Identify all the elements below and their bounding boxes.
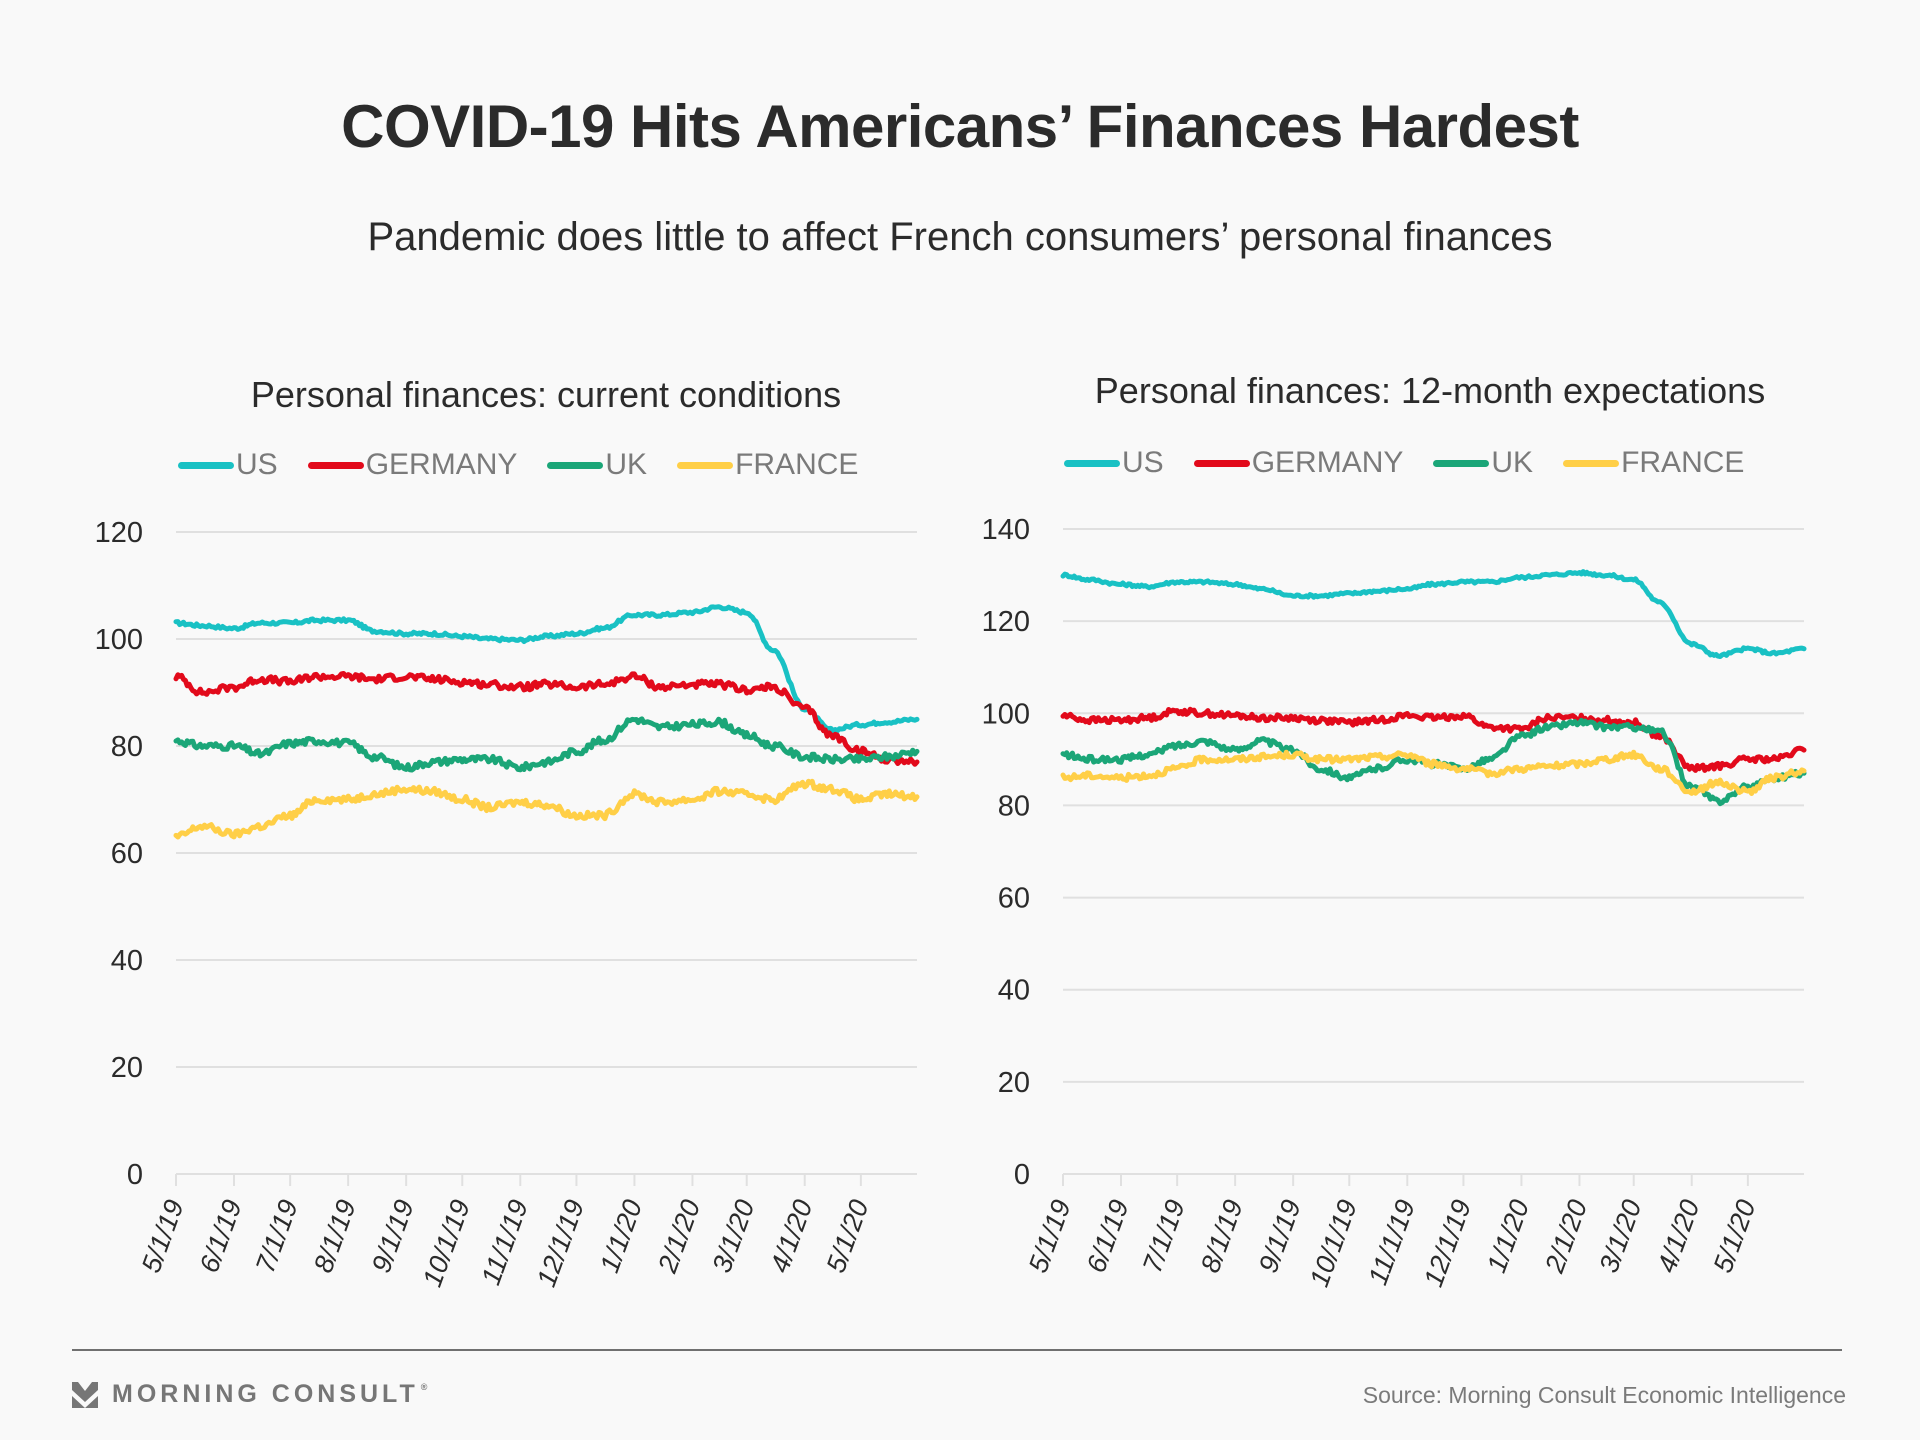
source-note: Source: Morning Consult Economic Intelli… — [1362, 1382, 1846, 1408]
x-tick-label: 10/1/19 — [1304, 1196, 1363, 1291]
legend-swatch-us — [178, 461, 234, 469]
y-tick-label: 140 — [982, 514, 1030, 546]
legend-expectations: US GERMANY UK FRANCE — [1064, 446, 1774, 480]
footer-divider — [72, 1349, 1842, 1351]
x-tick-label: 3/1/20 — [1593, 1196, 1647, 1277]
x-tick-label: 11/1/19 — [476, 1196, 534, 1289]
y-tick-label: 60 — [998, 883, 1030, 915]
y-tick-label: 80 — [111, 731, 143, 763]
x-tick-label: 5/1/20 — [1708, 1196, 1762, 1277]
legend-label-france: FRANCE — [735, 448, 859, 481]
x-tick-label: 6/1/19 — [1081, 1196, 1135, 1277]
legend-label-us: US — [236, 448, 278, 481]
legend-item-france: FRANCE — [677, 448, 858, 482]
x-tick-label: 8/1/19 — [308, 1196, 362, 1277]
x-tick-label: 6/1/19 — [194, 1196, 248, 1277]
logo-text: MORNING CONSULT — [112, 1380, 419, 1408]
legend-swatch-uk — [547, 461, 604, 469]
x-tick-label: 9/1/19 — [366, 1196, 420, 1277]
x-tick-label: 2/1/20 — [1539, 1196, 1593, 1278]
x-tick-label: 11/1/19 — [1363, 1196, 1421, 1289]
legend-label-uk: UK — [1491, 446, 1534, 479]
y-tick-label: 100 — [95, 624, 143, 656]
series-line-uk — [173, 716, 920, 773]
series-line-germany — [1060, 706, 1807, 773]
x-tick-label: 4/1/20 — [764, 1196, 818, 1277]
y-tick-label: 40 — [998, 975, 1030, 1007]
morning-consult-chevron-icon — [72, 1381, 98, 1408]
legend-swatch-france — [1563, 459, 1620, 467]
x-tick-label: 3/1/20 — [706, 1196, 760, 1277]
y-tick-label: 20 — [998, 1067, 1030, 1099]
y-tick-label: 120 — [95, 517, 143, 549]
x-tick-label: 2/1/20 — [652, 1196, 706, 1278]
legend-item-us: US — [178, 448, 278, 482]
chart-title-expectations: Personal finances: 12-month expectations — [1094, 370, 1766, 411]
legend-label-france: FRANCE — [1621, 446, 1745, 479]
x-tick-label: 12/1/19 — [531, 1196, 590, 1291]
legend-swatch-france — [677, 461, 734, 469]
y-tick-label: 20 — [111, 1052, 143, 1084]
x-tick-label: 12/1/19 — [1418, 1196, 1477, 1291]
legend-swatch-germany — [1193, 459, 1250, 467]
legend-label-germany: GERMANY — [365, 448, 518, 481]
x-tick-label: 10/1/19 — [417, 1196, 476, 1291]
legend-item-uk: UK — [1433, 446, 1533, 480]
legend-item-germany: GERMANY — [307, 448, 518, 482]
legend-swatch-germany — [307, 461, 364, 469]
legend-swatch-us — [1064, 459, 1120, 467]
y-tick-label: 0 — [127, 1159, 143, 1191]
x-tick-label: 8/1/19 — [1195, 1196, 1249, 1277]
legend-item-germany: GERMANY — [1193, 446, 1404, 480]
x-tick-label: 7/1/19 — [1137, 1196, 1191, 1277]
morning-consult-logo: MORNING CONSULT ® — [72, 1380, 427, 1409]
series-line-us — [173, 604, 920, 734]
x-tick-label: 4/1/20 — [1651, 1196, 1705, 1277]
legend-swatch-uk — [1433, 459, 1490, 467]
y-tick-label: 80 — [998, 790, 1030, 822]
chart-current-conditions: 0 20 40 60 80 100 120 5/1/19 6/1/19 7/1/19 8/1/19 9… — [95, 517, 920, 1291]
y-tick-label: 60 — [111, 838, 143, 870]
y-tick-label: 0 — [1014, 1159, 1030, 1191]
chart-title-current: Personal finances: current conditions — [250, 374, 842, 415]
series-line-germany — [173, 671, 920, 767]
series-line-france — [1060, 749, 1807, 796]
registered-mark: ® — [420, 1381, 428, 1392]
page-title: COVID-19 Hits Americans’ Finances Hardes… — [341, 93, 1579, 160]
series-line-france — [173, 778, 920, 840]
x-tick-label: 5/1/19 — [1023, 1196, 1077, 1277]
y-tick-label: 100 — [982, 698, 1030, 730]
series-line-us — [1060, 569, 1807, 659]
legend-label-germany: GERMANY — [1251, 446, 1404, 479]
legend-item-us: US — [1064, 446, 1164, 480]
legend-current: US GERMANY UK FRANCE — [178, 448, 888, 482]
x-tick-label: 7/1/19 — [250, 1196, 304, 1277]
x-tick-label: 1/1/20 — [1481, 1196, 1535, 1277]
y-tick-label: 120 — [982, 606, 1030, 638]
legend-label-us: US — [1122, 446, 1164, 479]
page-subtitle: Pandemic does little to affect French co… — [367, 215, 1553, 259]
legend-label-uk: UK — [605, 448, 648, 481]
y-tick-label: 40 — [111, 945, 143, 977]
legend-item-france: FRANCE — [1563, 446, 1744, 480]
x-tick-label: 1/1/20 — [594, 1196, 648, 1277]
legend-item-uk: UK — [547, 448, 647, 482]
chart-12-month-expectations: 0 20 40 60 80 100 120 140 5/1/19 6/1/19 7/1/19 8/1/… — [982, 514, 1807, 1291]
x-tick-label: 5/1/20 — [821, 1196, 875, 1277]
x-tick-label: 5/1/19 — [136, 1196, 190, 1277]
x-tick-label: 9/1/19 — [1253, 1196, 1307, 1277]
